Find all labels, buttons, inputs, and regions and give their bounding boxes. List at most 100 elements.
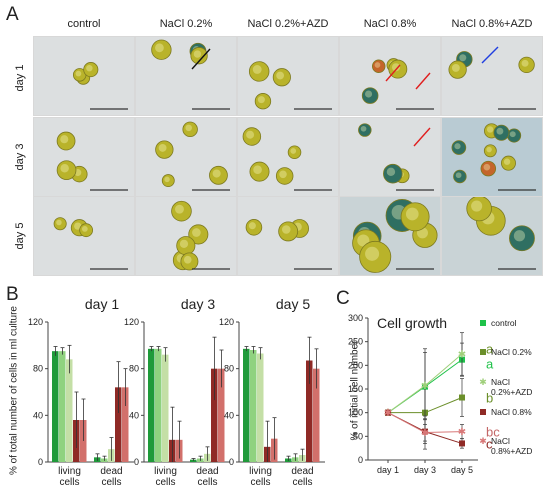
bar [306,360,313,462]
cell [400,202,430,232]
cell-highlight [405,207,419,221]
cell-highlight [276,71,285,80]
x-category-label: living [154,466,177,477]
x-category-label: living [249,466,272,477]
panel-a-letter: A [6,4,19,25]
bar [148,348,155,462]
y-tick-label: 120 [28,317,43,327]
cell-highlight [503,158,511,165]
significance-letter: c [486,436,493,451]
cell-highlight [179,239,189,248]
micrograph-image [340,118,440,196]
cell-highlight [365,246,380,261]
data-point [459,440,465,447]
micrograph-image [34,118,134,196]
cell-highlight [193,50,202,58]
data-point: ✱ [458,427,466,438]
cell [361,87,379,104]
data-point: ✱ [458,349,466,360]
cell [161,174,175,188]
line-chart-title: Cell growth [377,315,447,331]
cell [83,62,99,78]
micrograph-tile [441,36,543,116]
micrograph-tile [237,117,339,197]
bar [66,359,73,462]
y-tick-label: 200 [348,360,363,370]
col-header-nacl02: NaCl 0.2% [159,18,213,30]
cell [190,47,208,65]
legend-label: NaCl 0.2% [491,347,532,357]
cell-highlight [521,59,529,67]
micrograph-image [34,37,134,115]
cell [248,61,270,82]
legend-label: 0.8%+AZD [491,446,532,456]
micrograph-image [442,197,542,275]
micrograph-tile [237,196,339,276]
micrograph-tile [33,117,135,197]
cell-highlight [81,225,88,232]
y-tick-label: 0 [38,457,43,467]
cell-highlight [248,222,256,230]
legend-label: NaCl [491,436,510,446]
micrograph-tile [135,36,237,116]
legend-label: control [491,318,517,328]
cell-highlight [212,169,221,178]
x-category-label: dead [100,466,122,477]
cell [272,68,291,87]
cell [383,163,403,184]
cell [451,140,467,155]
cell-highlight [185,124,192,132]
legend-marker: ✱ [479,377,487,387]
cell [518,56,535,74]
x-category-label: dead [291,466,313,477]
y-tick-label: 50 [353,431,363,441]
cell [359,240,392,273]
cell-highlight [486,126,494,133]
bar [52,351,59,462]
col-header-nacl08: NaCl 0.8% [363,18,417,30]
cell [275,167,294,185]
x-category-label: cells [197,477,217,488]
cell-highlight [175,204,184,214]
x-category-label: cells [250,477,270,488]
cell-highlight [74,222,82,230]
y-tick-label: 250 [348,337,363,347]
cell [249,161,270,182]
bar [243,348,250,462]
bar [257,353,264,462]
cell [53,217,67,231]
y-tick-label: 120 [124,317,139,327]
cell [182,121,198,138]
cell-highlight [386,167,396,177]
x-category-label: dead [196,466,218,477]
data-point: ✱ [421,428,429,439]
micrograph-image [442,37,542,115]
micrograph-image [136,37,236,115]
cell-highlight [455,172,462,179]
data-point: ✱ [384,408,392,419]
bar [59,351,66,462]
cell-highlight [360,125,367,132]
cell-highlight [365,90,373,98]
bar [122,387,129,462]
cell-highlight [486,146,492,153]
micrograph-image [238,37,338,115]
micrograph-tile [135,117,237,197]
cell-highlight [252,65,262,74]
cell [483,144,497,158]
legend-label: 0.2%+AZD [491,387,532,397]
cell [180,252,199,271]
micrograph-tile [135,196,237,276]
significance-letter: a [486,357,494,372]
cell [56,131,76,151]
col-header-nacl02-azd: NaCl 0.2%+AZD [247,18,329,30]
cell-highlight [246,130,255,139]
cell-highlight [471,200,483,212]
cell-highlight [391,63,401,72]
y-tick-label: 150 [348,384,363,394]
cell-highlight [192,228,201,237]
cell [171,200,192,222]
legend-label: NaCl 0.8% [491,407,532,417]
cell-highlight [454,143,461,150]
